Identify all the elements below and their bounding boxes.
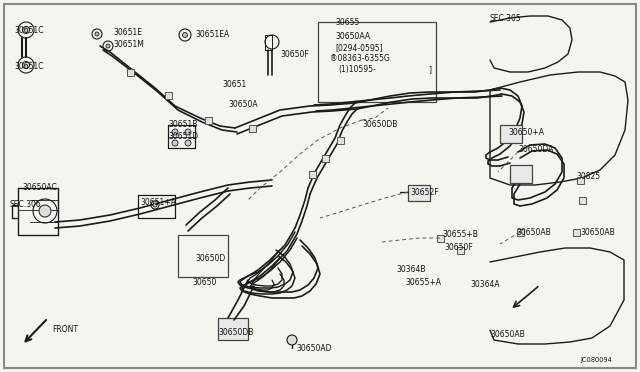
Text: 30651: 30651 [222,80,246,89]
Circle shape [182,32,188,38]
Bar [500,125,522,143]
Text: 30650DB: 30650DB [362,120,397,129]
Circle shape [185,140,191,146]
Circle shape [95,32,99,36]
Text: 30650+A: 30650+A [508,128,544,137]
Text: 30650AA: 30650AA [335,32,370,41]
Text: 30655+A: 30655+A [405,278,441,287]
Circle shape [22,26,29,33]
Text: 30364A: 30364A [470,280,500,289]
Text: 30650AB: 30650AB [580,228,615,237]
Text: 30651C: 30651C [14,62,44,71]
Text: 30650F: 30650F [280,50,308,59]
Bar [510,165,532,183]
Text: 30650D: 30650D [195,254,225,263]
Circle shape [106,44,110,48]
Text: [0294-0595]: [0294-0595] [335,43,383,52]
Bar [577,177,584,184]
Text: 30650: 30650 [192,278,216,287]
Bar [165,92,172,99]
Text: 30650DB: 30650DB [218,328,253,337]
Text: SEC.305: SEC.305 [490,14,522,23]
Circle shape [172,140,178,146]
Text: 30651E: 30651E [113,28,142,37]
Bar [437,235,444,242]
Text: 30650A: 30650A [228,100,258,109]
Text: ®08363-6355G: ®08363-6355G [330,54,390,63]
Text: 30364B: 30364B [396,265,426,274]
Circle shape [22,61,29,68]
Circle shape [185,129,191,135]
Bar [337,137,344,144]
Bar [205,117,212,124]
Bar [249,125,256,132]
Text: 30651+A: 30651+A [140,198,176,207]
Text: 30651C: 30651C [14,26,44,35]
Text: 30651B: 30651B [168,120,197,129]
Bar [318,22,436,102]
Bar [517,229,524,236]
Text: 30650AB: 30650AB [516,228,551,237]
Bar [127,69,134,76]
Bar [579,197,586,204]
Text: 30655: 30655 [335,18,360,27]
Text: 30651EA: 30651EA [195,30,229,39]
Text: 30825: 30825 [576,172,600,181]
Bar [408,185,430,201]
Text: 30651D: 30651D [168,132,198,141]
Bar [178,235,228,277]
Text: 30650AB: 30650AB [490,330,525,339]
Bar [322,155,329,162]
Text: 30650DA: 30650DA [518,145,554,154]
Text: 30652F: 30652F [410,188,438,197]
Text: SEC.306: SEC.306 [10,200,42,209]
Text: FRONT: FRONT [52,325,78,334]
Text: JC080094: JC080094 [580,357,612,363]
Bar [218,318,248,340]
Circle shape [287,335,297,345]
Circle shape [172,129,178,135]
Text: 30650AD: 30650AD [296,344,332,353]
Text: (1)10595-: (1)10595- [338,65,376,74]
Text: 30651M: 30651M [113,40,144,49]
Text: ]: ] [428,65,431,74]
Text: 30650F: 30650F [444,243,473,252]
Bar [573,229,580,236]
Bar [309,171,316,178]
Circle shape [39,205,51,217]
Text: 30655+B: 30655+B [442,230,478,239]
Text: 30650AC: 30650AC [22,183,57,192]
Bar [457,247,464,254]
Circle shape [153,203,157,207]
